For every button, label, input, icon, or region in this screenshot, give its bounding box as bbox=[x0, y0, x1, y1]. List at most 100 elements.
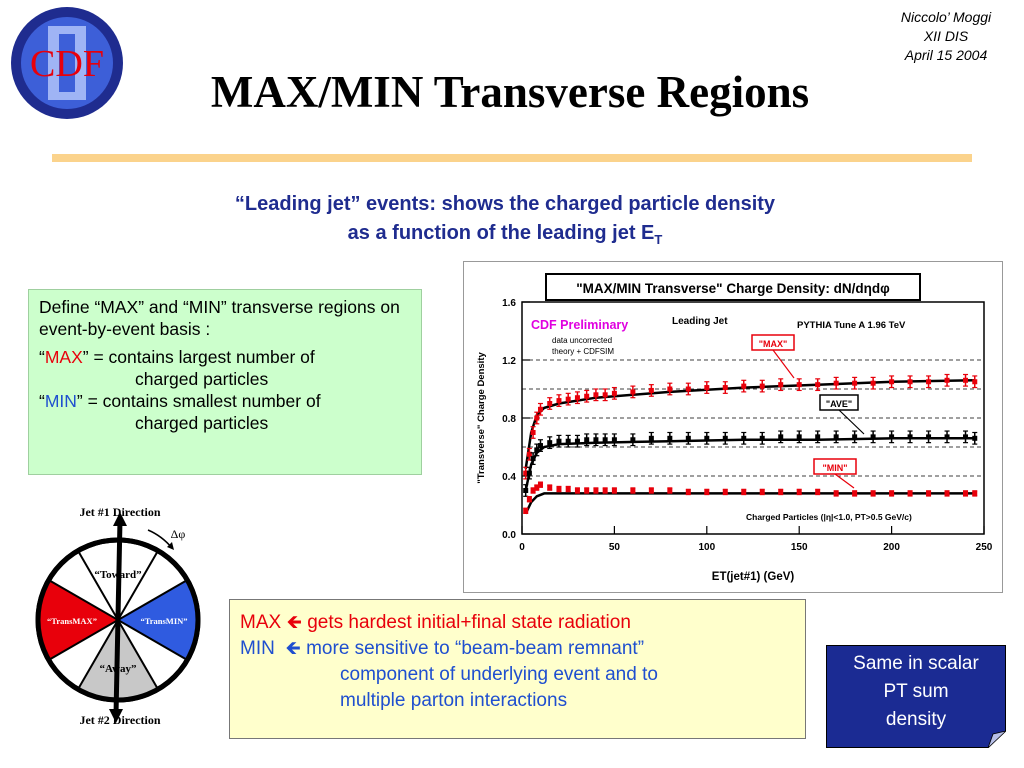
data-point bbox=[907, 490, 913, 496]
definition-box: Define “MAX” and “MIN” transverse region… bbox=[28, 289, 422, 475]
data-point bbox=[815, 382, 821, 388]
data-point bbox=[796, 434, 802, 440]
max-radiation-line: MAX 🡸 gets hardest initial+final state r… bbox=[240, 612, 631, 633]
transmax-label: “TransMAX” bbox=[47, 616, 97, 626]
data-point bbox=[556, 486, 562, 492]
data-point bbox=[833, 490, 839, 496]
dphi-label: Δφ bbox=[171, 527, 186, 541]
jet-direction-diagram: Jet #1 Direction Jet #2 Direction “Towar… bbox=[35, 505, 201, 727]
max-series-label: "MAX" bbox=[759, 339, 788, 349]
data-point bbox=[852, 490, 858, 496]
data-point bbox=[648, 387, 654, 393]
data-point bbox=[547, 485, 553, 491]
charge-density-chart: "MAX/MIN Transverse" Charge Density: dN/… bbox=[463, 261, 1003, 593]
jet2-label: Jet #2 Direction bbox=[79, 713, 160, 727]
slide-title: MAX/MIN Transverse Regions bbox=[210, 67, 810, 117]
data-point bbox=[611, 390, 617, 396]
data-point bbox=[704, 435, 710, 441]
data-point bbox=[963, 434, 969, 440]
data-point bbox=[759, 489, 765, 495]
data-point bbox=[556, 398, 562, 404]
subtitle-line-2: as a function of the leading jet ET bbox=[347, 222, 663, 247]
cdf-preliminary: CDF Preliminary bbox=[531, 318, 628, 332]
title-divider bbox=[52, 154, 972, 162]
data-point bbox=[778, 434, 784, 440]
data-point bbox=[907, 379, 913, 385]
data-point bbox=[889, 434, 895, 440]
data-point bbox=[907, 434, 913, 440]
y-tick-label: 0.8 bbox=[502, 414, 516, 425]
data-point bbox=[778, 489, 784, 495]
data-point bbox=[593, 488, 599, 493]
data-point bbox=[815, 434, 821, 440]
data-point bbox=[972, 435, 978, 441]
presentation-date: April 15 2004 bbox=[904, 47, 988, 63]
data-point bbox=[556, 438, 562, 444]
radiation-explanation-box: MAX 🡸 gets hardest initial+final state r… bbox=[229, 599, 806, 739]
min-definition-cont: charged particles bbox=[135, 413, 269, 433]
page-fold-icon bbox=[988, 731, 1006, 748]
y-tick-label: 0.4 bbox=[502, 472, 516, 483]
transmin-region bbox=[118, 580, 199, 660]
data-point bbox=[667, 435, 673, 441]
data-point bbox=[963, 377, 969, 383]
chart-title-box bbox=[545, 273, 921, 301]
min-radiation-line: MIN 🡸 more sensitive to “beam-beam remna… bbox=[240, 638, 645, 659]
data-point bbox=[815, 489, 821, 495]
data-point bbox=[685, 435, 691, 441]
data-point bbox=[530, 456, 536, 462]
data-point bbox=[889, 379, 895, 385]
toward-label: “Toward” bbox=[94, 569, 141, 581]
data-point bbox=[534, 447, 540, 453]
data-point bbox=[611, 488, 617, 493]
x-axis-label: ET(jet#1) (GeV) bbox=[712, 571, 795, 583]
jet1-label: Jet #1 Direction bbox=[79, 505, 160, 519]
data-point bbox=[584, 437, 590, 443]
data-point bbox=[534, 415, 540, 421]
data-point bbox=[574, 395, 580, 401]
cdf-logo: CDF bbox=[11, 7, 123, 119]
slide-subtitle: “Leading jet” events: shows the charged … bbox=[120, 190, 890, 254]
data-point bbox=[602, 488, 608, 493]
chart-svg: "MAX/MIN Transverse" Charge Density: dN/… bbox=[476, 273, 993, 583]
x-tick-label: 0 bbox=[519, 542, 525, 553]
x-tick-label: 100 bbox=[698, 542, 715, 553]
data-point bbox=[972, 379, 978, 385]
data-point bbox=[685, 489, 691, 495]
x-tick-label: 250 bbox=[976, 542, 993, 553]
data-point bbox=[833, 380, 839, 386]
data-point bbox=[593, 392, 599, 398]
x-tick-label: 150 bbox=[791, 542, 808, 553]
subtitle-line-1: “Leading jet” events: shows the charged … bbox=[234, 193, 776, 215]
data-point bbox=[972, 490, 978, 496]
data-point bbox=[722, 489, 728, 495]
theory-curve bbox=[524, 492, 975, 515]
left-arrow-icon: 🡸 bbox=[286, 612, 302, 633]
data-point bbox=[741, 435, 747, 441]
data-point bbox=[565, 486, 571, 492]
data-point bbox=[759, 435, 765, 441]
data-point bbox=[667, 386, 673, 392]
x-tick-label: 200 bbox=[883, 542, 900, 553]
max-definition: “MAX” = contains largest number of bbox=[39, 347, 315, 367]
data-point bbox=[630, 488, 636, 493]
y-tick-label: 0.0 bbox=[502, 530, 516, 541]
data-point bbox=[565, 396, 571, 402]
pythia-note: PYTHIA Tune A 1.96 TeV bbox=[797, 320, 906, 331]
data-point bbox=[852, 380, 858, 386]
author-name: Niccolo’ Moggi bbox=[900, 9, 992, 25]
data-point bbox=[852, 434, 858, 440]
data-point bbox=[530, 488, 536, 493]
data-point bbox=[593, 437, 599, 443]
data-point bbox=[963, 490, 969, 496]
min-radiation-cont-2: multiple parton interactions bbox=[340, 690, 568, 711]
data-point bbox=[526, 496, 532, 502]
uncorrected-note-2: theory + CDFSIM bbox=[552, 347, 614, 356]
data-point bbox=[926, 490, 932, 496]
data-point bbox=[870, 380, 876, 386]
left-arrow-icon: 🡸 bbox=[285, 638, 301, 659]
scalar-pt-note: Same in scalar PT sum density bbox=[826, 645, 1006, 748]
data-point bbox=[602, 392, 608, 398]
data-point bbox=[833, 434, 839, 440]
data-point bbox=[944, 434, 950, 440]
